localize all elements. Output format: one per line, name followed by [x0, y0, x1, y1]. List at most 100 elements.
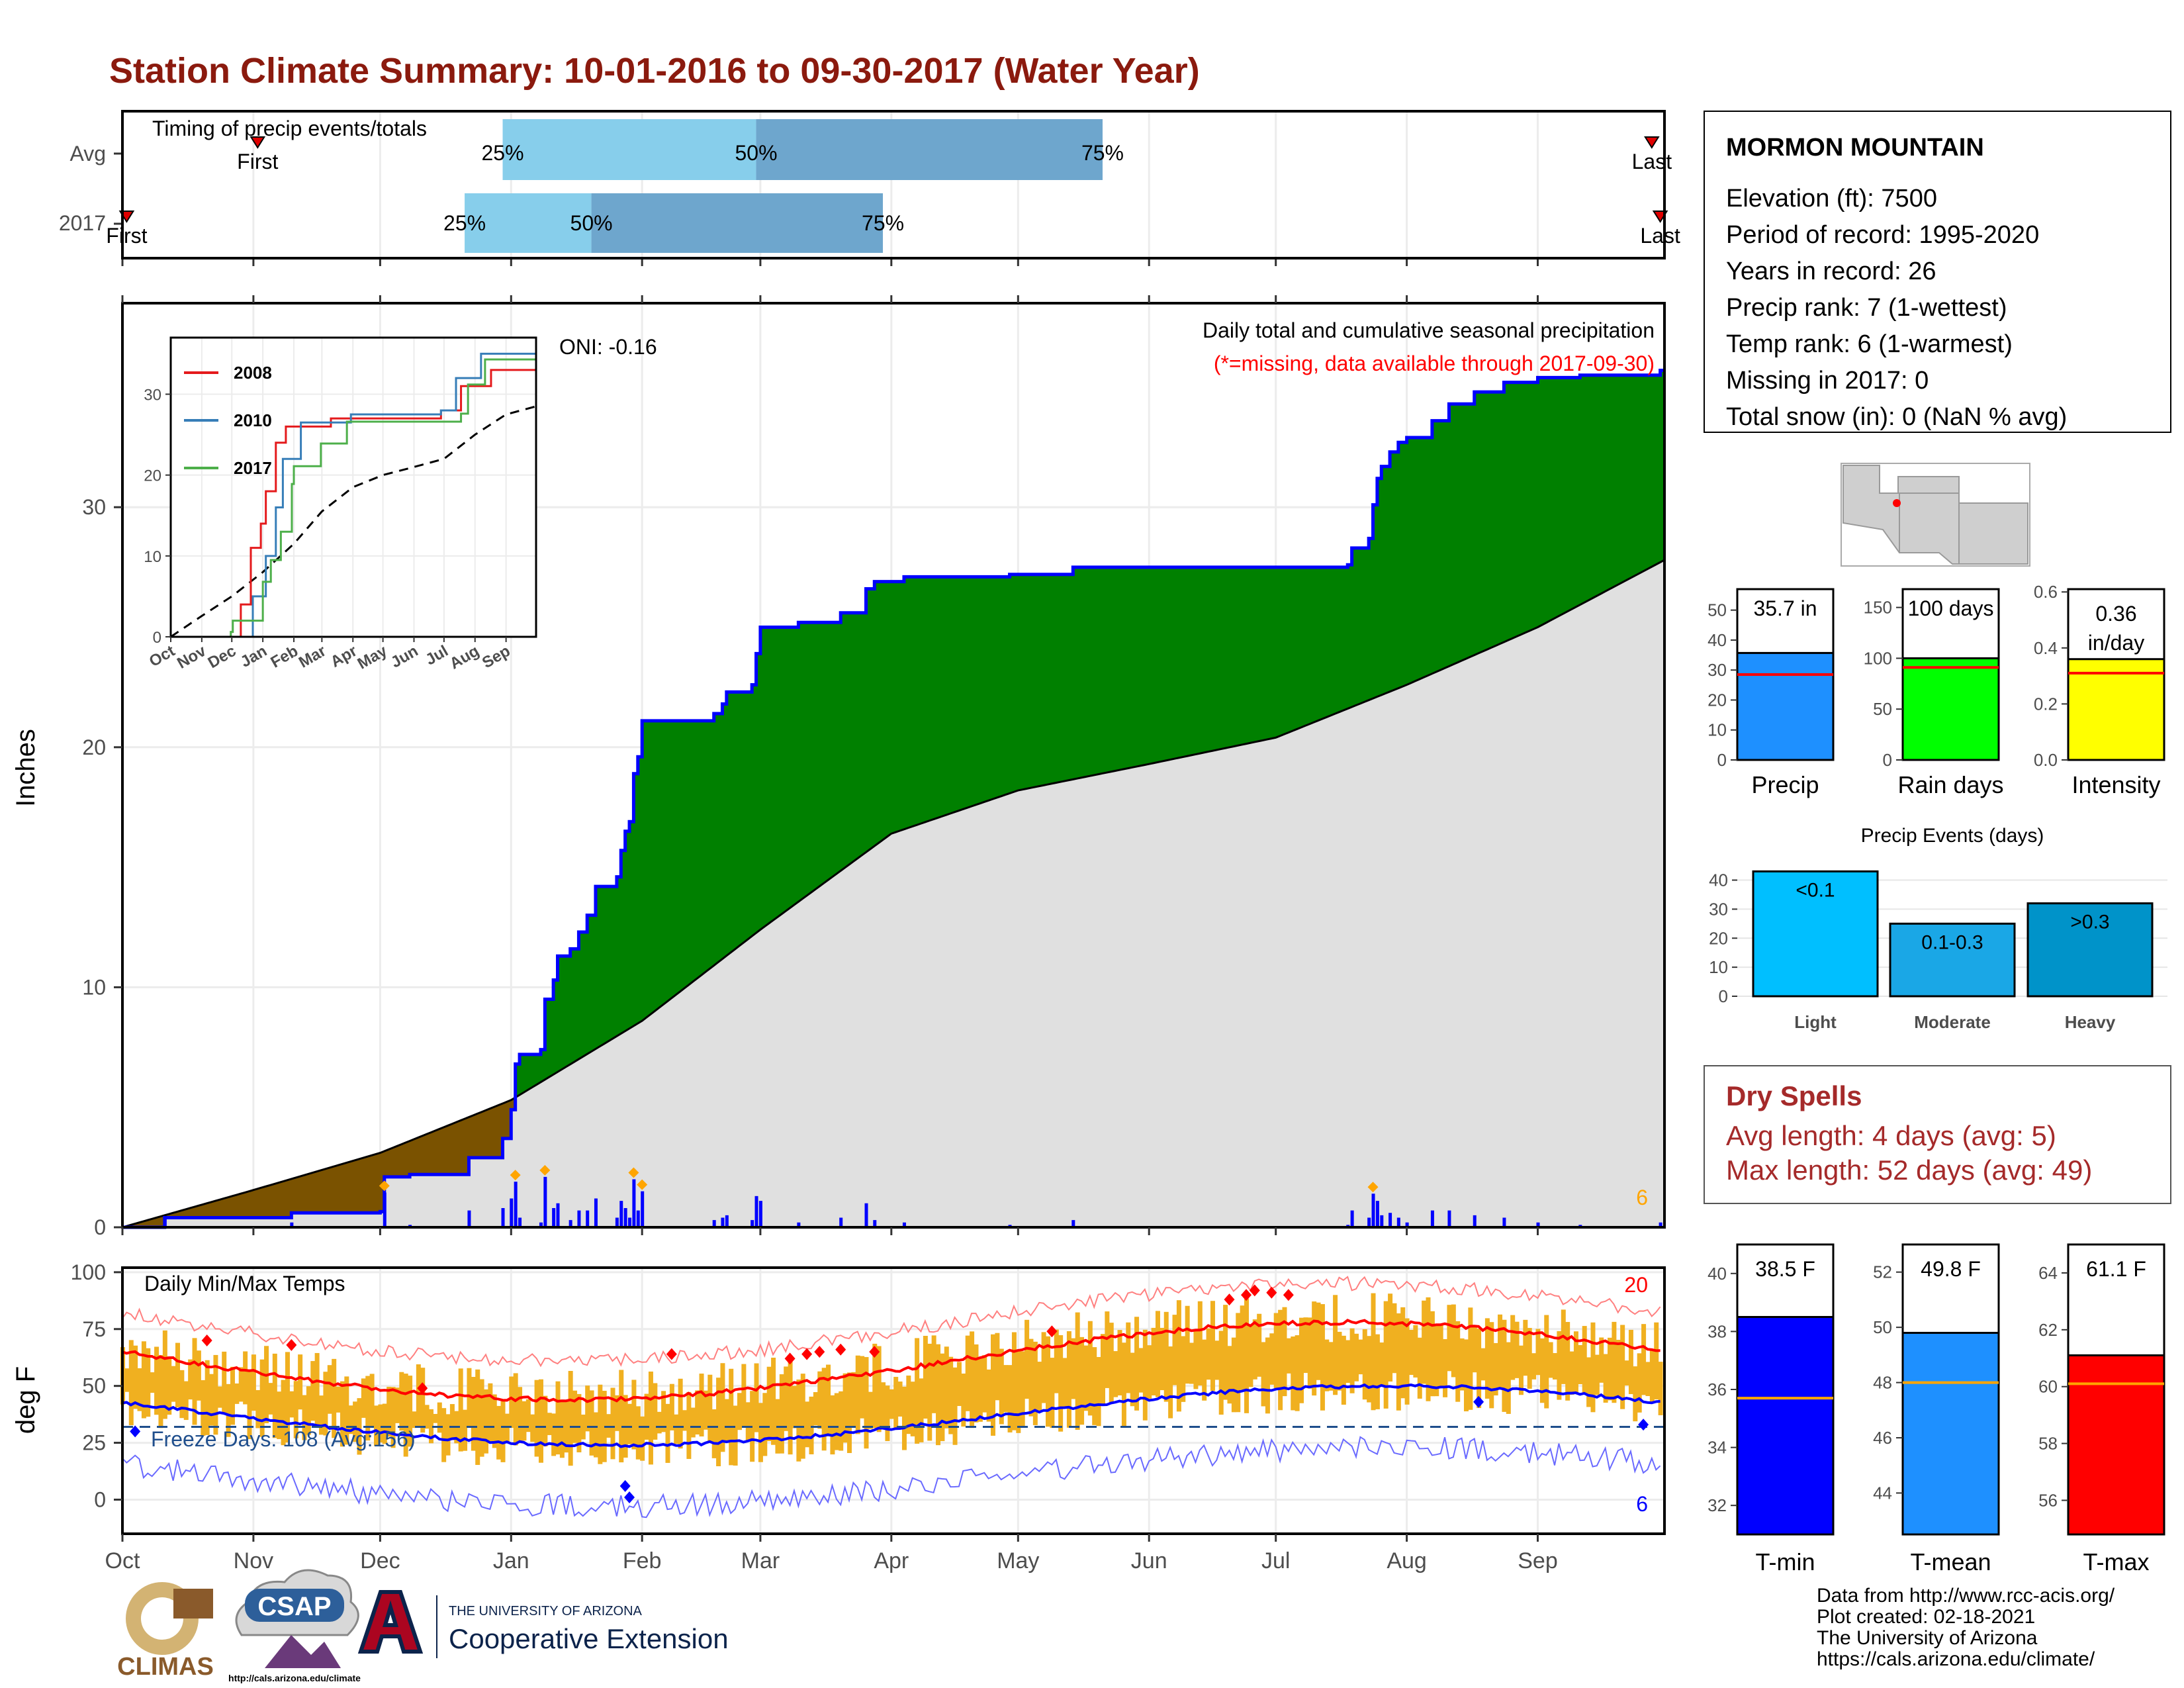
daily-temp-bar — [525, 1399, 531, 1432]
daily-temp-bar — [834, 1393, 839, 1450]
daily-temp-bar — [332, 1358, 337, 1438]
daily-temp-bar — [1375, 1334, 1380, 1409]
daily-temp-bar — [1193, 1330, 1199, 1389]
month-label: Oct — [105, 1548, 140, 1573]
daily-temp-bar — [264, 1346, 269, 1424]
daily-temp-bar — [674, 1414, 679, 1444]
dry-spells-avg: Avg length: 4 days (avg: 5) — [1726, 1120, 2056, 1151]
daily-temp-bar — [1565, 1322, 1570, 1401]
timing-row-2017: 2017 — [59, 211, 106, 235]
daily-precip-bar — [1380, 1215, 1384, 1227]
daily-temp-bar — [268, 1383, 273, 1415]
daily-temp-bar — [1477, 1329, 1482, 1409]
temp-summary-value: 49.8 F — [1921, 1257, 1981, 1281]
daily-temp-bar — [792, 1385, 797, 1429]
daily-temp-bar — [1231, 1337, 1236, 1413]
daily-temp-bar — [420, 1368, 426, 1433]
daily-temp-bar — [1024, 1319, 1030, 1399]
inset-ytick-label: 20 — [144, 467, 161, 485]
daily-temp-bar — [369, 1374, 375, 1427]
daily-temp-bar — [1083, 1345, 1089, 1411]
daily-precip-bar — [721, 1217, 725, 1227]
daily-precip-bar — [758, 1201, 762, 1227]
daily-temp-bar — [158, 1355, 163, 1429]
daily-temp-bar — [970, 1331, 975, 1429]
daily-temp-bar — [860, 1356, 865, 1419]
daily-temp-bar — [1349, 1328, 1355, 1393]
daily-precip-bar — [163, 1217, 167, 1227]
daily-temp-bar — [830, 1395, 835, 1455]
daily-temp-bar — [1599, 1337, 1604, 1383]
daily-temp-bar — [1291, 1336, 1296, 1411]
temp-summary-tick-label: 44 — [1873, 1483, 1892, 1503]
daily-temp-bar — [1548, 1342, 1553, 1378]
daily-temp-bar — [1236, 1313, 1241, 1413]
events-bar-label: 0.1-0.3 — [1921, 931, 1983, 953]
daily-temp-bar — [412, 1411, 417, 1429]
precip-ylabel: Inches — [11, 729, 40, 807]
daily-temp-bar — [1265, 1337, 1270, 1414]
daily-temp-bar — [855, 1355, 860, 1434]
daily-temp-bar — [314, 1352, 320, 1426]
daily-temp-bar — [703, 1390, 708, 1430]
daily-temp-bar — [1295, 1335, 1300, 1411]
record-high-marker — [814, 1346, 825, 1358]
precip-subtitle: Daily total and cumulative seasonal prec… — [1203, 318, 1655, 342]
daily-temp-bar — [619, 1370, 624, 1463]
daily-temp-bar — [429, 1409, 433, 1444]
daily-temp-bar — [1535, 1329, 1541, 1376]
timing-last-marker — [1644, 136, 1660, 149]
daily-temp-bar — [1011, 1332, 1017, 1430]
daily-temp-bar — [1341, 1335, 1346, 1405]
daily-temp-bar — [179, 1370, 185, 1419]
record-high-marker — [1266, 1286, 1277, 1299]
daily-temp-bar — [128, 1340, 134, 1426]
daily-temp-bar — [846, 1372, 852, 1454]
daily-temp-bar — [1138, 1348, 1144, 1393]
station-line: Temp rank: 6 (1-warmest) — [1726, 330, 2013, 358]
daily-temp-bar — [1544, 1315, 1549, 1409]
daily-temp-bar — [1041, 1332, 1046, 1403]
summary-bar-name: Intensity — [2071, 771, 2160, 798]
daily-temp-bar — [183, 1381, 189, 1421]
station-line: Period of record: 1995-2020 — [1726, 221, 2039, 249]
daily-precip-bar — [594, 1198, 598, 1227]
daily-temp-bar — [449, 1404, 455, 1440]
daily-precip-bar — [873, 1220, 877, 1227]
footer-line: Plot created: 02-18-2021 — [1817, 1606, 2035, 1628]
daily-temp-bar — [1117, 1330, 1122, 1395]
temp-summary-tick-label: 34 — [1707, 1438, 1727, 1458]
daily-temp-bar — [631, 1380, 637, 1450]
month-label: Jan — [493, 1548, 529, 1573]
daily-temp-bar — [1367, 1336, 1372, 1403]
daily-temp-bar — [1100, 1334, 1105, 1405]
freeze-days-label: Freeze Days: 108 (Avg:156) — [151, 1427, 416, 1451]
timing-first-label: First — [106, 224, 147, 248]
daily-temp-bar — [1430, 1311, 1435, 1397]
record-high-marker — [784, 1352, 796, 1365]
observed-cumulative-line — [122, 369, 1664, 1229]
daily-temp-bar — [1506, 1342, 1511, 1414]
events-tick-label: 10 — [1709, 957, 1728, 977]
temp-summary-tick-label: 36 — [1707, 1380, 1727, 1399]
daily-temp-bar — [661, 1391, 666, 1432]
timing-bar-light — [465, 193, 592, 253]
daily-temp-bar — [1020, 1351, 1025, 1427]
events-tick-label: 40 — [1709, 870, 1728, 890]
daily-temp-bar — [982, 1355, 987, 1413]
csap-url: http://cals.arizona.edu/climate — [228, 1673, 361, 1683]
daily-precip-bar — [1396, 1217, 1400, 1227]
daily-precip-bar — [467, 1210, 471, 1227]
daily-temp-bar — [1109, 1323, 1114, 1404]
inset-series-2008 — [171, 361, 537, 638]
temp-summary-tick-label: 38 — [1707, 1321, 1727, 1341]
daily-precip-bar — [514, 1182, 518, 1227]
daily-temp-bar — [1168, 1346, 1173, 1419]
temp-label: Daily Min/Max Temps — [144, 1272, 345, 1295]
daily-temp-bar — [255, 1389, 261, 1429]
daily-temp-bar — [167, 1356, 172, 1415]
daily-temp-bar — [779, 1374, 784, 1454]
daily-temp-bar — [572, 1390, 578, 1443]
daily-precip-bar — [552, 1207, 556, 1227]
daily-temp-bar — [382, 1403, 387, 1444]
